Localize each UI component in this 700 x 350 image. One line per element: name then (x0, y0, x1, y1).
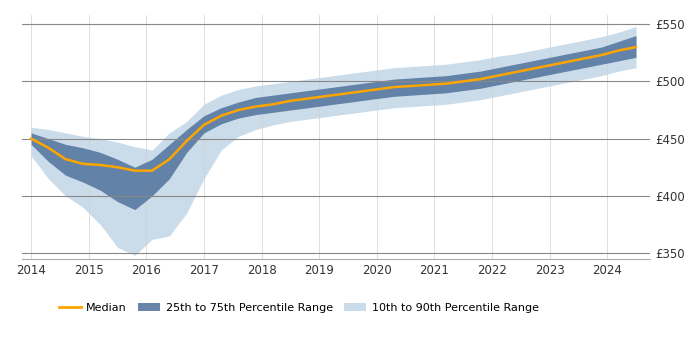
Legend: Median, 25th to 75th Percentile Range, 10th to 90th Percentile Range: Median, 25th to 75th Percentile Range, 1… (54, 299, 543, 317)
